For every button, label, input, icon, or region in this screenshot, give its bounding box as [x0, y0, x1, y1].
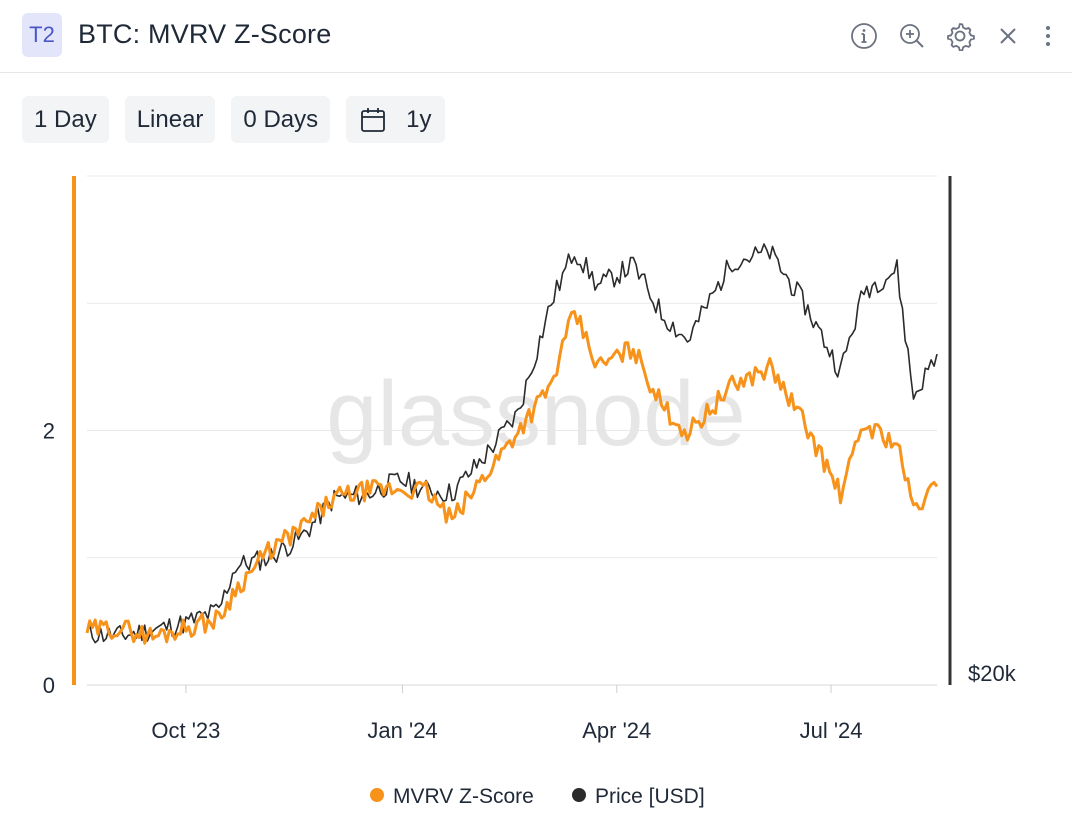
panel-header: T2 BTC: MVRV Z-Score	[0, 0, 1072, 73]
legend: MVRV Z-Score Price [USD]	[370, 785, 705, 808]
calendar-icon	[360, 107, 386, 133]
resolution-button[interactable]: 1 Day	[22, 96, 109, 143]
watermark: glassnode	[326, 363, 745, 465]
header-actions	[834, 18, 1058, 54]
info-icon[interactable]	[846, 18, 882, 54]
y-right-tick-label: $20k	[968, 661, 1017, 686]
x-tick-label: Oct '23	[151, 718, 220, 743]
chart-toolbar: 1 Day Linear 0 Days 1y	[22, 96, 461, 143]
scale-button[interactable]: Linear	[124, 96, 216, 143]
tier-badge: T2	[22, 13, 62, 57]
legend-marker-mvrv	[370, 788, 384, 802]
more-vertical-icon[interactable]	[1038, 18, 1058, 54]
date-range-label: 1y	[406, 105, 432, 133]
legend-label-mvrv[interactable]: MVRV Z-Score	[393, 785, 534, 808]
grid	[87, 175, 937, 559]
legend-marker-price	[572, 788, 586, 802]
close-icon[interactable]	[990, 18, 1026, 54]
y-left-tick-label: 0	[43, 673, 55, 698]
series-line-mvrv	[85, 310, 939, 645]
series	[85, 243, 939, 645]
page-title: BTC: MVRV Z-Score	[78, 19, 332, 49]
date-range-button[interactable]: 1y	[346, 96, 446, 143]
series-line-price	[86, 243, 938, 644]
zoom-in-icon[interactable]	[894, 18, 930, 54]
x-tick-label: Apr '24	[582, 718, 651, 743]
mvrv-chart: glassnode Oct '23 Jan '24 Apr '24 Jul '24 0 2…	[43, 175, 1017, 808]
x-tick-label: Jan '24	[367, 718, 437, 743]
gear-icon[interactable]	[942, 18, 978, 54]
moving-average-button[interactable]: 0 Days	[231, 96, 331, 143]
legend-label-price[interactable]: Price [USD]	[595, 785, 705, 808]
y-left-tick-label: 2	[43, 419, 55, 444]
x-tick-label: Jul '24	[800, 718, 863, 743]
